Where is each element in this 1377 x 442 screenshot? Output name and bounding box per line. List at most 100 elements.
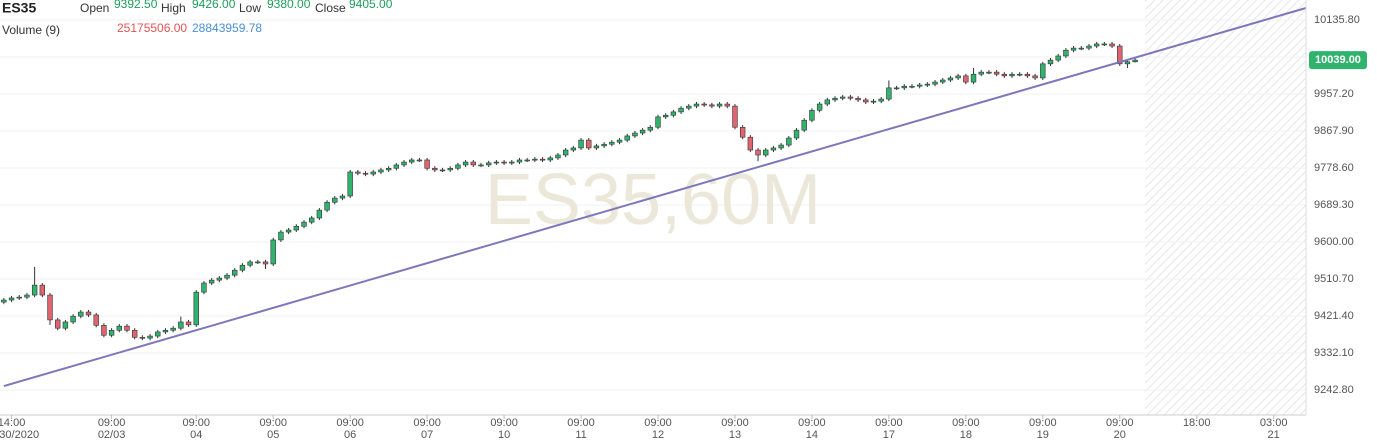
candle-body	[270, 239, 276, 265]
candle-body	[278, 231, 284, 241]
candle-body	[501, 161, 507, 164]
candle-body	[116, 325, 122, 331]
candle-body	[847, 96, 854, 99]
candle-body	[747, 136, 754, 151]
candle-body	[1047, 59, 1054, 65]
candle-body	[85, 311, 92, 316]
candle-body	[70, 315, 76, 323]
candle-body	[324, 201, 330, 211]
watermark: ES35,60M	[485, 160, 821, 240]
candle-body	[31, 284, 38, 296]
candle-body	[339, 195, 346, 199]
candle-body	[124, 325, 130, 331]
candle-body	[208, 279, 215, 284]
candle-body	[78, 311, 84, 317]
last-price-label: 10039.00	[1315, 54, 1361, 66]
candle-body	[455, 164, 461, 169]
y-tick-label: 9867.90	[1314, 125, 1354, 137]
candle-body	[101, 324, 107, 336]
candle-body	[1093, 43, 1100, 47]
x-tick-date: 13	[729, 429, 741, 441]
y-tick-label: 9957.20	[1314, 88, 1354, 100]
candle-body	[916, 84, 923, 87]
x-tick-date: 11	[575, 429, 586, 441]
trend-line	[3, 7, 1307, 387]
candle-body	[1109, 43, 1115, 47]
candle-body	[362, 172, 369, 175]
candle-body	[1070, 47, 1077, 51]
candle-body	[255, 261, 261, 264]
candle-body	[1040, 63, 1046, 79]
candle-body	[424, 159, 430, 169]
candle-body	[816, 103, 823, 111]
x-tick-label: 09:00	[336, 417, 364, 429]
candle-body	[486, 162, 492, 166]
y-tick-label: 9689.30	[1314, 199, 1354, 211]
candle-body	[401, 161, 407, 166]
candle-body	[347, 171, 353, 197]
candle-body	[578, 139, 584, 149]
x-tick-date: 19	[1037, 429, 1049, 441]
candle-body	[893, 87, 900, 90]
candle-body	[824, 99, 830, 105]
candle-body	[370, 171, 376, 175]
candle-body	[385, 167, 392, 171]
x-tick-date: 01/30/2020	[0, 429, 39, 441]
candle-body	[131, 329, 138, 338]
x-tick-label: 09:00	[644, 417, 672, 429]
future-area	[1145, 0, 1306, 415]
candle-body	[378, 169, 384, 173]
candle-body	[539, 158, 546, 161]
candle-body	[201, 282, 207, 293]
candle-body	[932, 81, 938, 85]
x-tick-label: 09:00	[490, 417, 518, 429]
candle-body	[147, 335, 153, 339]
candle-body	[16, 296, 22, 299]
candle-body	[670, 111, 677, 116]
candle-body	[170, 327, 176, 331]
x-tick-label: 09:00	[875, 417, 903, 429]
candle-body	[139, 337, 146, 339]
candle-body	[601, 143, 607, 147]
candle-body	[24, 294, 30, 298]
candle-body	[1001, 73, 1008, 77]
x-tick-label: 09:00	[798, 417, 826, 429]
candle-body	[516, 159, 523, 163]
candle-body	[562, 149, 569, 156]
candle-body	[409, 159, 415, 163]
candle-body	[1101, 43, 1108, 46]
y-tick-label: 10135.80	[1314, 14, 1360, 26]
x-tick-label: 09:00	[567, 417, 595, 429]
candle-body	[632, 132, 638, 137]
x-tick-label: 09:00	[182, 417, 210, 429]
x-tick-date: 05	[267, 429, 279, 441]
candle-body	[801, 119, 807, 131]
candle-body	[1017, 73, 1023, 76]
volume-value: 25175506.00	[117, 21, 187, 35]
x-tick-label: 09:00	[259, 417, 287, 429]
open-label: Open	[80, 1, 109, 15]
candle-body	[432, 167, 438, 171]
candle-body	[416, 159, 423, 162]
high-label: High	[161, 1, 186, 15]
candle-body	[709, 104, 715, 107]
x-tick-date: 04	[190, 429, 202, 441]
candle-body	[1024, 73, 1031, 77]
candle-body	[93, 314, 99, 326]
candle-body	[447, 167, 453, 171]
x-tick-date: 17	[883, 429, 895, 441]
candle-body	[993, 71, 1000, 75]
candle-body	[793, 129, 800, 139]
candle-body	[755, 149, 761, 156]
candle-body	[193, 291, 199, 326]
x-tick-date: 20	[1114, 429, 1126, 441]
candle-body	[901, 85, 907, 89]
candle-body	[970, 73, 977, 83]
candle-body	[316, 209, 323, 219]
candle-body	[216, 277, 223, 281]
candle-body	[586, 139, 592, 149]
candle-body	[955, 75, 961, 79]
candle-body	[301, 221, 307, 227]
candle-body	[308, 217, 315, 223]
candle-body	[701, 103, 707, 106]
